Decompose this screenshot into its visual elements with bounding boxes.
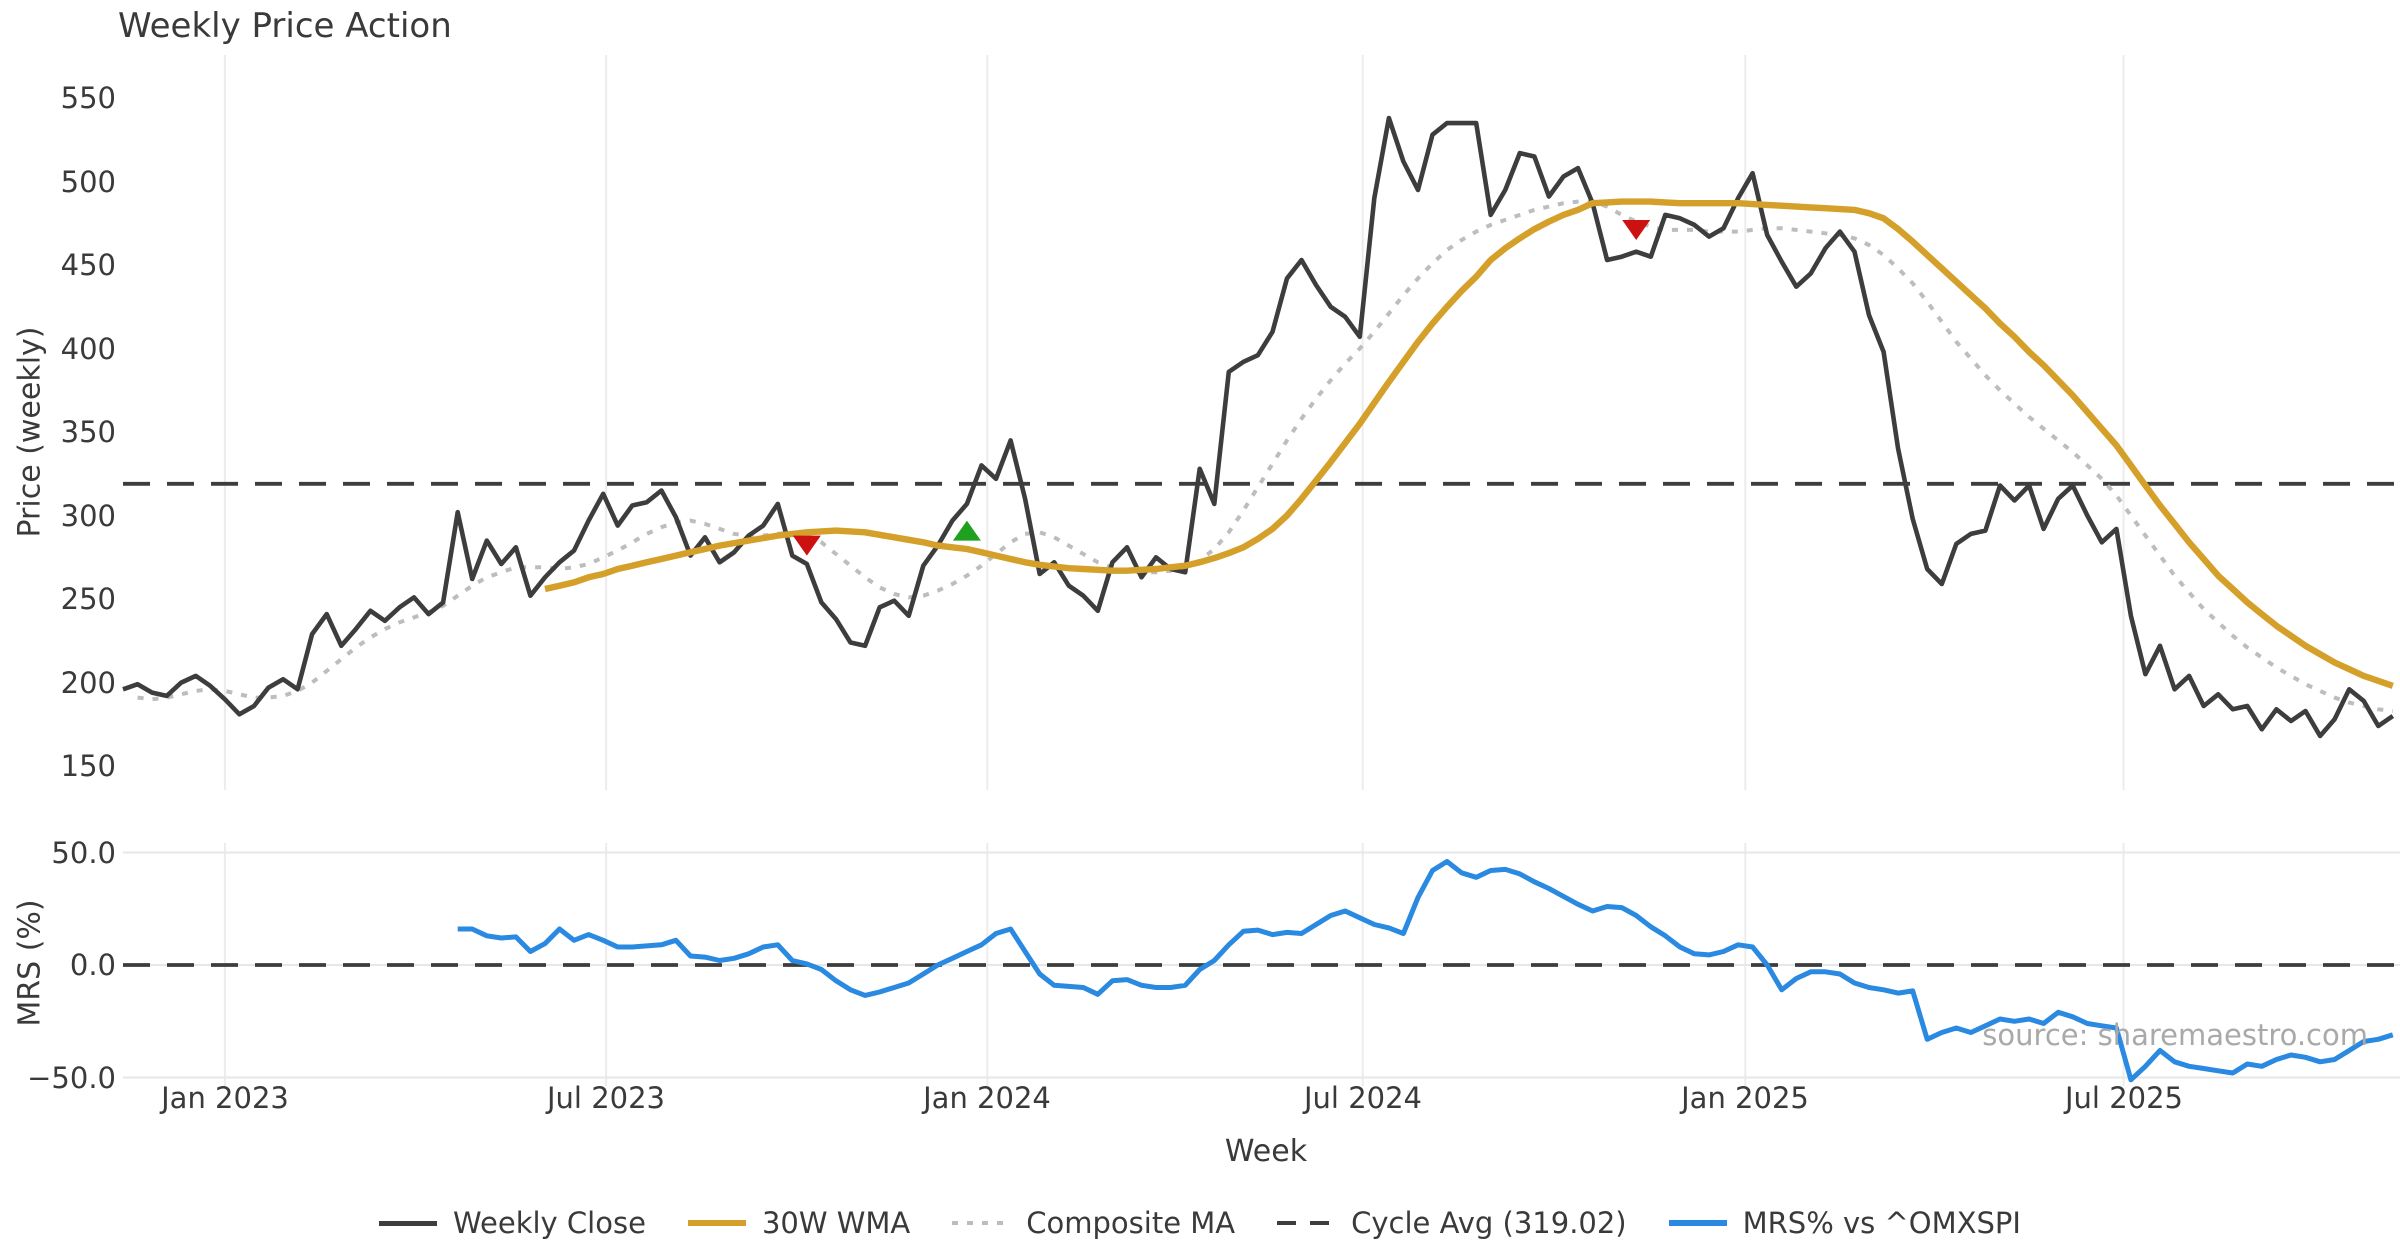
legend-label: MRS% vs ^OMXSPI [1742, 1206, 2021, 1240]
legend-item: MRS% vs ^OMXSPI [1668, 1206, 2021, 1240]
legend-item: Cycle Avg (319.02) [1277, 1206, 1627, 1240]
x-tick-label: Jul 2025 [2064, 1081, 2183, 1115]
sell-marker [792, 535, 821, 556]
price-y-tick-label: 350 [60, 415, 116, 449]
legend-swatch-dotted-gray [952, 1221, 1011, 1225]
wma-30w-line [544, 198, 2394, 689]
legend-label: Cycle Avg (319.02) [1351, 1206, 1627, 1240]
x-tick-label: Jan 2023 [161, 1081, 289, 1115]
legend-swatch-dashed-dark [1277, 1221, 1336, 1225]
price-y-tick-label: 150 [60, 749, 116, 783]
weekly-close-line [122, 115, 2395, 739]
composite-ma-line [137, 199, 2394, 713]
x-tick-label: Jul 2024 [1303, 1081, 1422, 1115]
price-y-tick-label: 500 [60, 165, 116, 199]
price-y-tick-label: 450 [60, 248, 116, 282]
x-axis-label: Week [1224, 1134, 1308, 1169]
price-y-tick-label: 300 [60, 499, 116, 533]
legend-swatch-solid-blue [1668, 1220, 1727, 1226]
chart-legend: Weekly Close 30W WMA Composite MA Cycle Avg… [0, 1206, 2400, 1240]
x-tick-label: Jan 2025 [1681, 1081, 1809, 1115]
legend-item: Weekly Close [379, 1206, 646, 1240]
mrs-line [457, 859, 2394, 1083]
legend-swatch-solid-dark [379, 1220, 438, 1226]
legend-label: Weekly Close [453, 1206, 646, 1240]
price-y-tick-label: 250 [60, 582, 116, 616]
mrs-y-tick-label: 50.0 [51, 836, 116, 870]
price-y-tick-label: 200 [60, 666, 116, 700]
mrs-y-tick-label: −50.0 [27, 1061, 116, 1095]
legend-item: Composite MA [952, 1206, 1235, 1240]
price-y-tick-label: 400 [60, 332, 116, 366]
price-y-tick-label: 550 [60, 81, 116, 115]
legend-item: 30W WMA [687, 1206, 911, 1240]
legend-label: Composite MA [1026, 1206, 1236, 1240]
buy-marker [952, 520, 981, 541]
sell-marker [1622, 219, 1651, 240]
chart-title: Weekly Price Action [118, 6, 452, 46]
mrs-y-tick-label: 0.0 [69, 948, 116, 982]
x-tick-label: Jul 2023 [546, 1081, 665, 1115]
x-tick-label: Jan 2024 [923, 1081, 1051, 1115]
legend-label: 30W WMA [761, 1206, 911, 1240]
legend-swatch-solid-gold [687, 1220, 746, 1226]
source-note: source: sharemaestro.com [1982, 1018, 2368, 1052]
